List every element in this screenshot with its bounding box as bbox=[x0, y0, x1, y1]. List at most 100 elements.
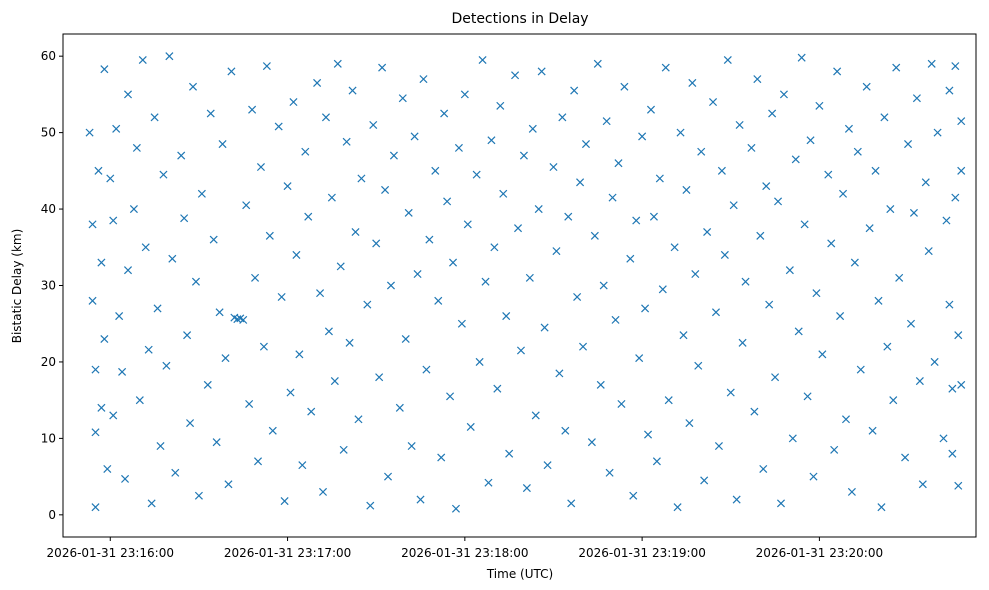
data-point bbox=[558, 113, 567, 122]
data-point bbox=[673, 503, 682, 512]
data-point bbox=[830, 445, 839, 454]
data-point bbox=[865, 224, 874, 233]
data-point bbox=[513, 224, 523, 233]
data-point bbox=[661, 63, 670, 72]
data-point bbox=[670, 243, 679, 252]
data-point bbox=[694, 361, 703, 370]
data-point bbox=[413, 270, 422, 279]
data-point bbox=[168, 254, 177, 263]
data-point bbox=[100, 65, 109, 74]
data-point bbox=[957, 117, 966, 126]
data-point bbox=[644, 430, 653, 439]
data-point bbox=[892, 63, 901, 72]
data-point bbox=[576, 178, 585, 187]
data-point bbox=[711, 308, 721, 317]
data-point bbox=[180, 214, 189, 223]
data-point bbox=[357, 174, 366, 183]
data-point bbox=[720, 250, 729, 259]
data-point bbox=[144, 345, 153, 354]
data-points bbox=[85, 52, 966, 513]
data-point bbox=[457, 319, 466, 328]
data-point bbox=[481, 277, 490, 286]
data-point bbox=[262, 62, 271, 71]
data-point bbox=[957, 380, 966, 389]
data-point bbox=[248, 105, 257, 114]
data-point bbox=[129, 205, 138, 214]
data-point bbox=[301, 147, 310, 156]
y-axis-label: Bistatic Delay (km) bbox=[10, 229, 24, 344]
data-point bbox=[313, 78, 322, 87]
data-point bbox=[256, 162, 265, 172]
data-point bbox=[298, 461, 307, 470]
data-point bbox=[132, 143, 141, 152]
data-point bbox=[318, 487, 328, 496]
data-point bbox=[404, 208, 413, 217]
data-point bbox=[516, 346, 526, 355]
data-point bbox=[833, 67, 842, 76]
data-point bbox=[590, 231, 599, 240]
data-point bbox=[386, 281, 395, 290]
data-point bbox=[188, 82, 198, 91]
data-point bbox=[280, 497, 289, 506]
data-point bbox=[177, 151, 186, 160]
data-point bbox=[856, 365, 865, 374]
data-point bbox=[729, 201, 738, 210]
y-tick-label: 10 bbox=[41, 431, 56, 445]
data-point bbox=[103, 464, 112, 473]
data-point bbox=[768, 109, 777, 118]
data-point bbox=[700, 476, 709, 485]
data-point bbox=[853, 147, 862, 156]
data-point bbox=[383, 472, 393, 481]
data-point bbox=[906, 319, 916, 328]
data-point bbox=[212, 438, 221, 447]
data-point bbox=[156, 442, 165, 451]
data-point bbox=[454, 143, 463, 152]
data-point bbox=[239, 315, 248, 324]
data-point bbox=[194, 491, 203, 500]
data-point bbox=[664, 396, 673, 405]
data-point bbox=[265, 231, 274, 240]
y-tick-label: 0 bbox=[48, 508, 56, 522]
data-point bbox=[954, 331, 963, 340]
data-point bbox=[372, 239, 381, 248]
data-point bbox=[422, 365, 431, 374]
data-point bbox=[499, 189, 508, 198]
data-point bbox=[812, 289, 821, 298]
data-point bbox=[118, 367, 127, 376]
data-point bbox=[505, 449, 514, 458]
data-point bbox=[904, 140, 913, 149]
data-point bbox=[324, 327, 333, 336]
data-point bbox=[327, 193, 336, 202]
data-point bbox=[691, 270, 700, 279]
data-point bbox=[765, 300, 774, 309]
data-point bbox=[147, 499, 156, 508]
data-point bbox=[747, 143, 756, 152]
data-point bbox=[679, 331, 688, 340]
data-point bbox=[330, 377, 339, 386]
data-point bbox=[97, 403, 106, 412]
data-point bbox=[945, 86, 954, 95]
data-point bbox=[88, 296, 97, 305]
data-point bbox=[827, 239, 836, 248]
data-point bbox=[759, 464, 768, 473]
data-point bbox=[933, 128, 942, 137]
data-point bbox=[162, 361, 171, 370]
data-point bbox=[549, 162, 558, 172]
data-point bbox=[818, 350, 827, 359]
data-point bbox=[709, 98, 718, 107]
data-point bbox=[800, 220, 809, 229]
data-point bbox=[646, 105, 656, 114]
data-point bbox=[183, 331, 192, 340]
data-point bbox=[658, 285, 667, 294]
data-point bbox=[803, 392, 812, 401]
data-point bbox=[227, 67, 236, 76]
data-point bbox=[620, 82, 629, 91]
data-point bbox=[874, 296, 883, 305]
data-point bbox=[363, 300, 372, 309]
data-point bbox=[534, 205, 543, 214]
data-point bbox=[484, 478, 493, 487]
data-point bbox=[307, 407, 316, 416]
y-axis-ticks: 0 10 20 30 40 50 60 bbox=[41, 49, 63, 522]
data-point bbox=[741, 277, 750, 286]
data-point bbox=[242, 201, 251, 210]
